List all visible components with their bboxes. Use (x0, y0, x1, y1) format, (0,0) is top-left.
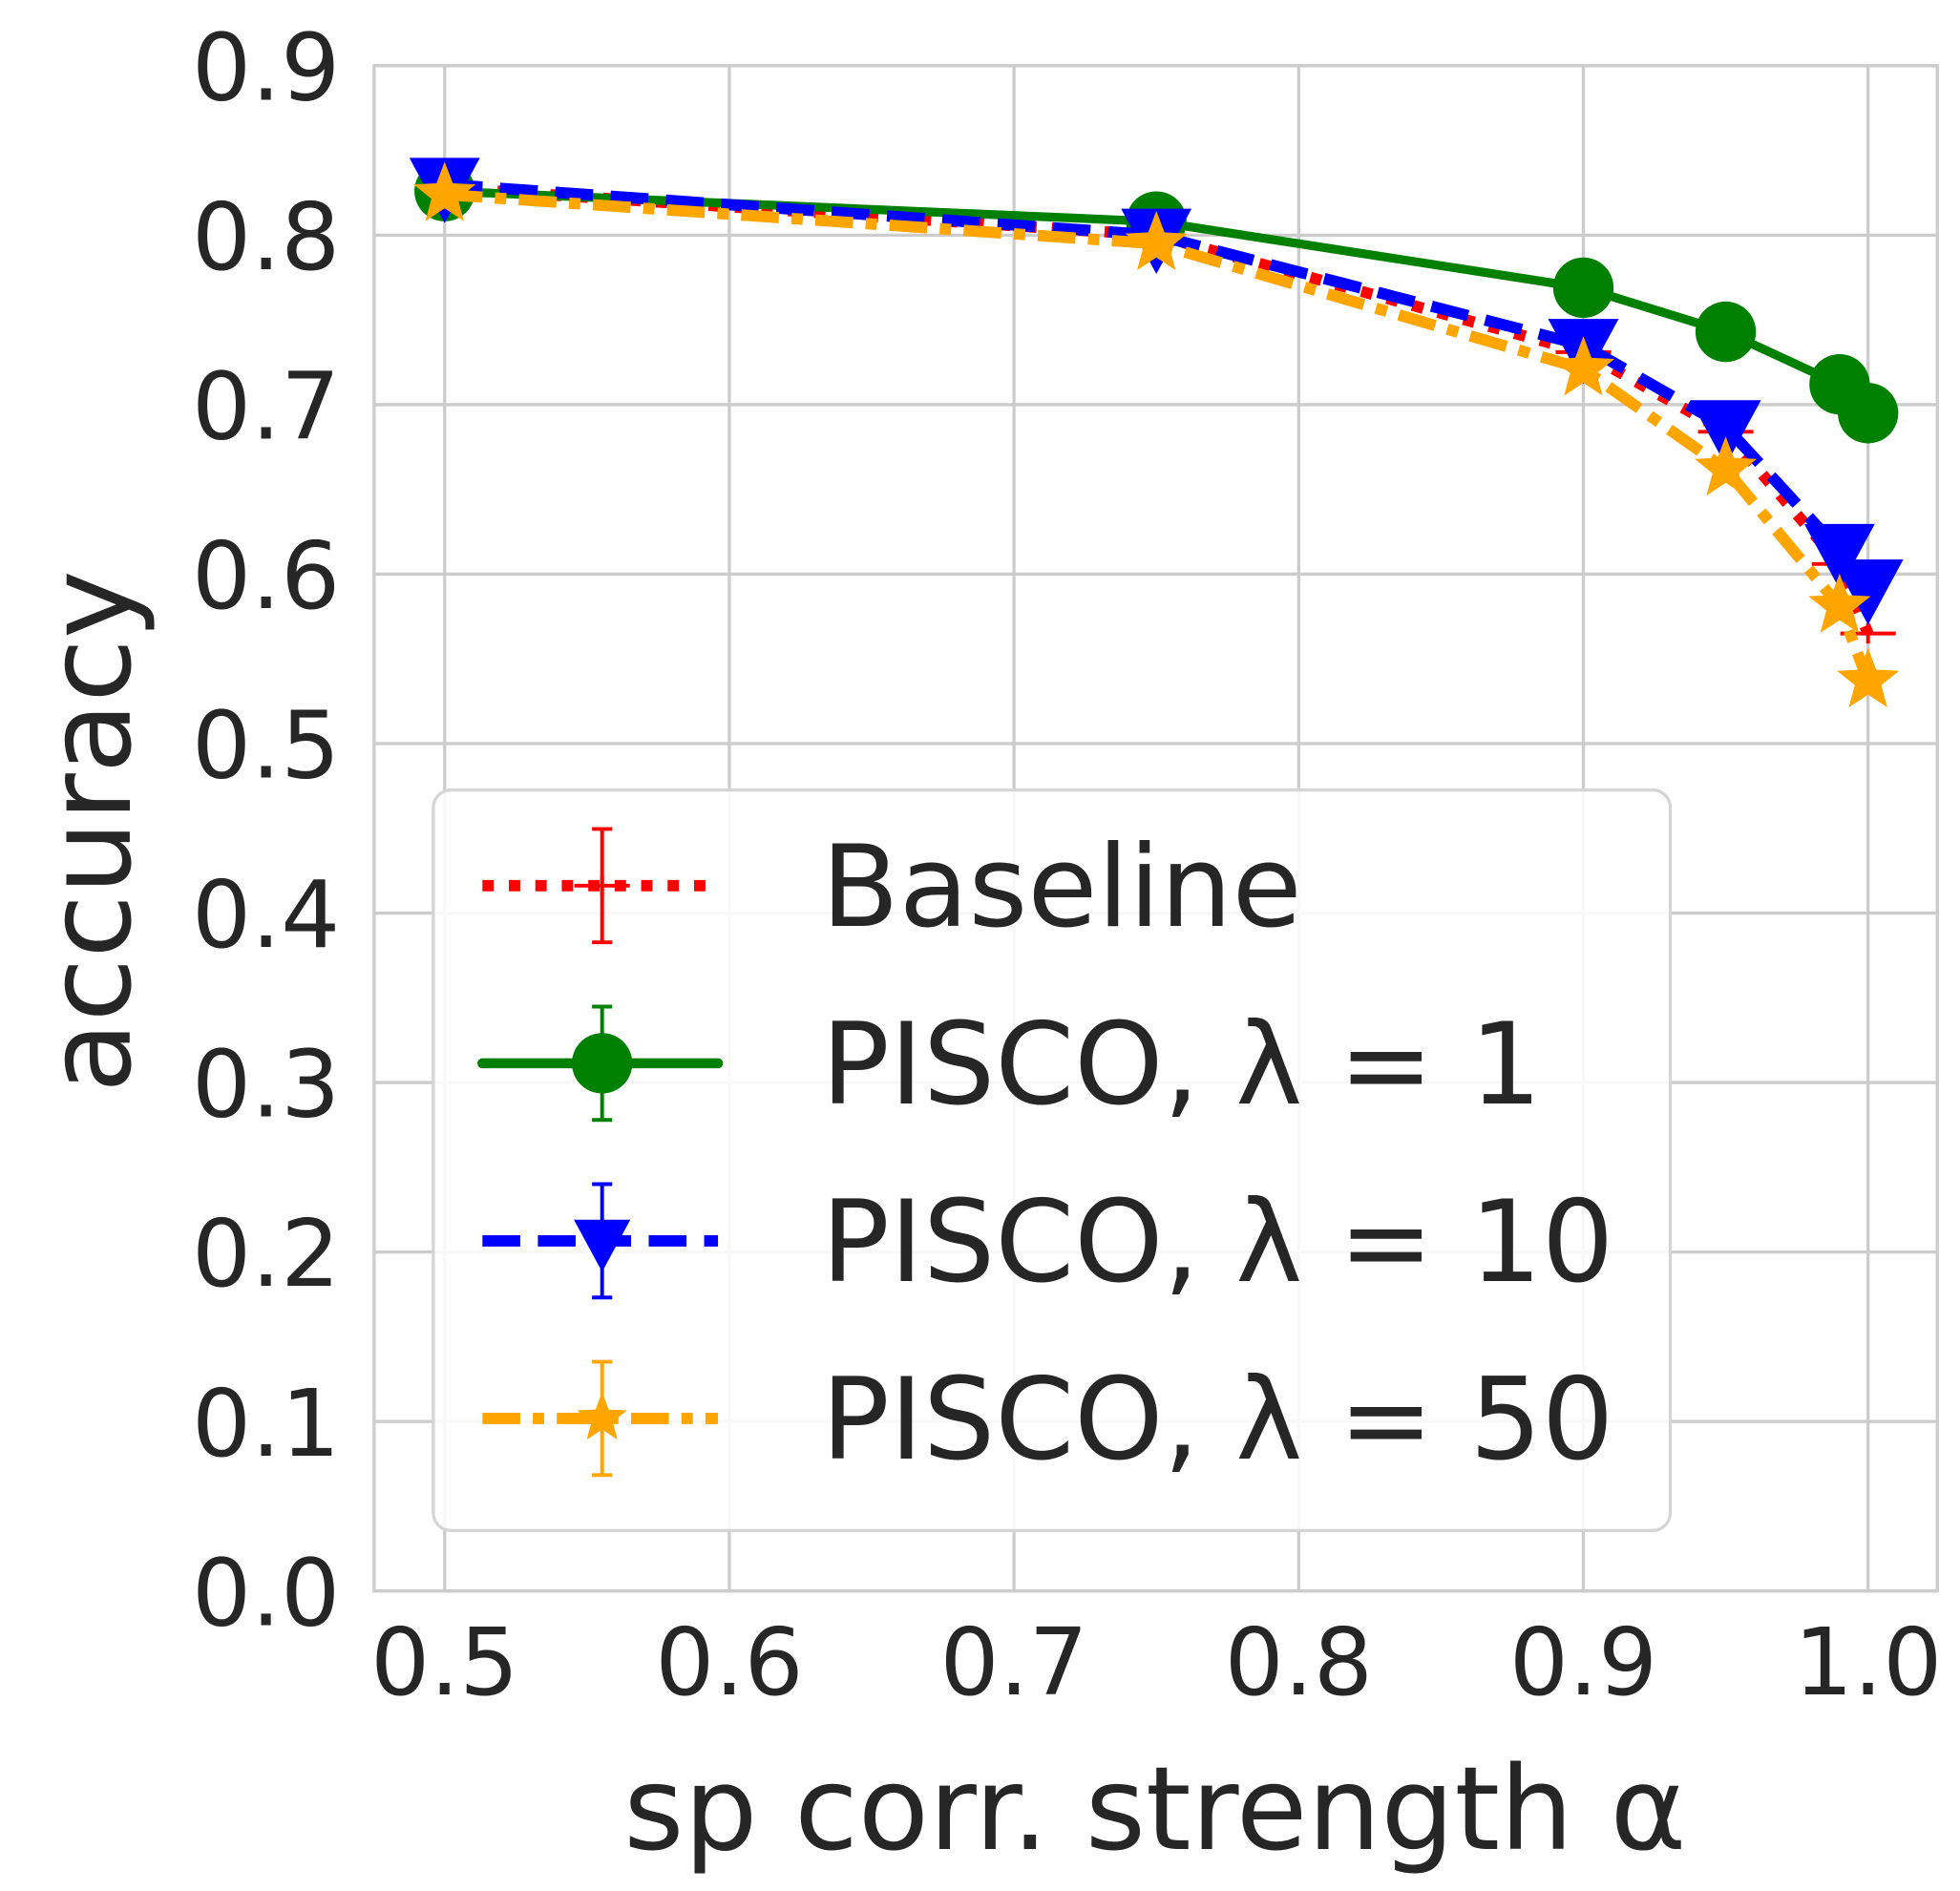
y-tick-label: 0.1 (192, 1370, 340, 1479)
legend-item: PISCO, λ = 10 (482, 1177, 1613, 1309)
legend-label: PISCO, λ = 10 (821, 1177, 1613, 1309)
legend-item: PISCO, λ = 50 (482, 1355, 1613, 1486)
star-marker (1695, 436, 1758, 496)
plot-frame (372, 64, 1939, 1593)
star-marker (1551, 336, 1615, 396)
legend-label: PISCO, λ = 50 (821, 1355, 1613, 1486)
triangle-marker (574, 1219, 631, 1272)
x-tick-label: 0.9 (1509, 1608, 1657, 1717)
x-tick-label: 0.6 (655, 1608, 803, 1717)
y-axis-label: accuracy (22, 570, 158, 1093)
legend-item: PISCO, λ = 1 (477, 999, 1542, 1131)
triangle-marker (1690, 400, 1761, 466)
circle-marker (1552, 257, 1614, 319)
y-tick-label: 0.6 (192, 522, 340, 631)
x-tick-label: 0.8 (1225, 1608, 1373, 1717)
y-tick-label: 0.0 (192, 1539, 340, 1648)
legend-item: Baseline (482, 822, 1302, 954)
legend: Baseline PISCO, λ = 1 PISCO, λ = 10 PISCO, … (432, 788, 1673, 1533)
x-tick-label: 0.5 (370, 1608, 518, 1717)
star-marker (577, 1392, 627, 1440)
series-pisco-50 (413, 161, 1900, 707)
x-tick-label: 0.7 (939, 1608, 1087, 1717)
plus-marker (574, 875, 630, 896)
y-tick-label: 0.5 (192, 692, 340, 801)
star-marker (1808, 573, 1871, 633)
legend-box (432, 788, 1673, 1533)
y-tick-label: 0.2 (192, 1200, 340, 1309)
legend-label: PISCO, λ = 1 (821, 999, 1542, 1131)
y-tick-label: 0.8 (192, 183, 340, 292)
series-line (444, 179, 1873, 590)
star-marker (413, 161, 476, 221)
y-tick-label: 0.9 (192, 13, 340, 122)
y-tick-label: 0.7 (192, 353, 340, 462)
legend-label: Baseline (821, 822, 1301, 954)
triangle-marker (1832, 559, 1904, 625)
circle-marker (572, 1033, 633, 1094)
star-marker (1125, 210, 1188, 271)
y-tick-label: 0.4 (192, 861, 340, 970)
circle-marker (1695, 301, 1757, 363)
y-tick-labels: 0.0 0.1 0.2 0.3 0.4 0.5 0.6 0.7 0.8 0.9 (192, 13, 340, 1648)
y-tick-label: 0.3 (192, 1031, 340, 1140)
series-group (409, 158, 1904, 707)
x-tick-label: 1.0 (1794, 1608, 1942, 1717)
circle-marker (1838, 383, 1899, 444)
x-axis-label: sp corr. strength α (623, 1741, 1686, 1877)
x-tick-labels: 0.5 0.6 0.7 0.8 0.9 1.0 (370, 1608, 1942, 1717)
triangle-marker (1803, 523, 1875, 590)
star-marker (1837, 647, 1900, 707)
